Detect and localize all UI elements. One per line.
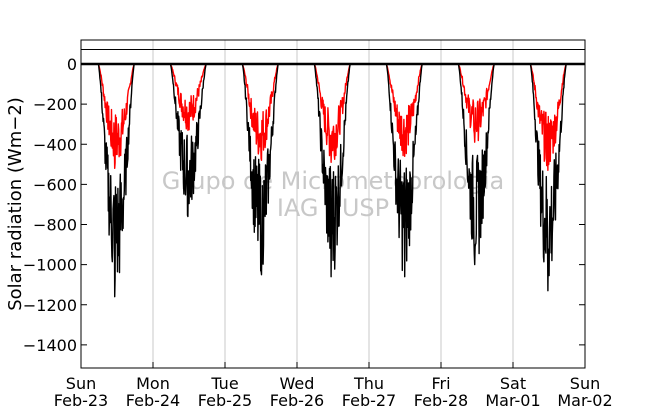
x-tick-date: Feb-23 [54, 391, 108, 409]
x-tick-day: Sun [570, 374, 600, 393]
x-tick-date: Feb-25 [198, 391, 252, 409]
x-tick-date: Feb-26 [270, 391, 324, 409]
y-tick-label: −1200 [23, 296, 77, 315]
y-ticks: 0 −200 −400 −600 −800 −1000 −1200 −1400 [23, 55, 585, 355]
y-tick-label: −1000 [23, 256, 77, 275]
y-tick-label: −1400 [23, 336, 77, 355]
x-tick-date: Feb-28 [414, 391, 468, 409]
y-tick-label: −400 [33, 135, 77, 154]
series-line [81, 63, 585, 171]
y-axis-label: Solar radiation (Wm−2) [5, 97, 26, 311]
y-tick-label: −600 [33, 175, 77, 194]
y-tick-label: −200 [33, 95, 77, 114]
x-tick-day: Mon [136, 374, 170, 393]
plot-series [81, 63, 585, 298]
plot-frame [80, 39, 586, 369]
y-tick-label: 0 [67, 55, 77, 74]
x-tick-date: Mar-01 [485, 391, 540, 409]
axes [80, 39, 586, 369]
series-line [81, 63, 585, 298]
x-tick-date: Feb-27 [342, 391, 396, 409]
x-tick-day: Fri [431, 374, 450, 393]
x-tick-day: Tue [210, 374, 238, 393]
x-ticks: SunFeb-23MonFeb-24TueFeb-25WedFeb-26ThuF… [54, 362, 613, 409]
x-tick-date: Mar-02 [557, 391, 612, 409]
x-tick-date: Feb-24 [126, 391, 180, 409]
x-tick-day: Wed [280, 374, 315, 393]
x-tick-day: Thu [353, 374, 384, 393]
y-tick-label: −800 [33, 216, 77, 235]
x-tick-day: Sat [500, 374, 526, 393]
x-tick-day: Sun [66, 374, 96, 393]
grid-lines [152, 40, 514, 368]
